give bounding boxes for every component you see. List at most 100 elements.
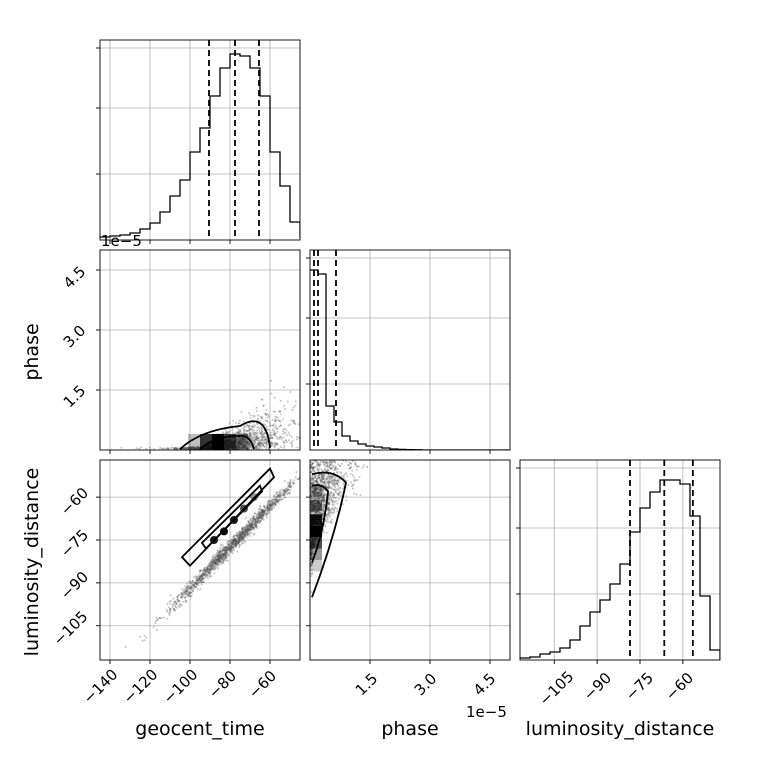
point (261, 511, 264, 514)
point (255, 444, 258, 447)
point (322, 477, 325, 480)
point (336, 447, 338, 449)
point (239, 531, 242, 534)
point (314, 475, 317, 478)
point (226, 547, 229, 550)
point (254, 441, 257, 444)
point (316, 455, 318, 457)
point (275, 415, 278, 418)
point (310, 572, 313, 575)
point (231, 542, 234, 545)
point (251, 526, 254, 529)
point (209, 569, 212, 572)
point (289, 484, 292, 487)
point (311, 467, 314, 470)
point (320, 512, 323, 515)
point (228, 540, 231, 543)
point (223, 553, 226, 556)
point (237, 438, 240, 441)
point (175, 606, 178, 609)
point (255, 409, 258, 412)
point (332, 512, 335, 515)
point (183, 448, 186, 450)
point (311, 456, 313, 458)
point (282, 492, 285, 495)
point (280, 494, 283, 497)
point (213, 560, 216, 563)
point (249, 526, 252, 529)
point (317, 474, 320, 477)
point (260, 511, 263, 514)
point (250, 525, 253, 528)
point (321, 461, 324, 464)
point (193, 447, 196, 450)
point (238, 445, 241, 448)
point (217, 560, 220, 563)
point (245, 534, 248, 537)
point (320, 453, 322, 455)
point (317, 494, 320, 497)
point (234, 541, 237, 544)
point (282, 404, 285, 407)
tick-label: −105 (536, 668, 578, 710)
point (318, 473, 321, 476)
point (266, 505, 269, 508)
point (323, 493, 326, 496)
point (231, 540, 234, 543)
point (310, 564, 313, 567)
point (218, 551, 221, 554)
point (277, 500, 280, 503)
point (273, 432, 276, 435)
point (310, 465, 313, 468)
point (228, 545, 231, 548)
point (267, 500, 270, 503)
point (183, 597, 186, 600)
point (240, 535, 243, 538)
x-ticks-phase: 1.5 3.0 4.5 (352, 670, 500, 700)
point (242, 446, 245, 449)
point (323, 481, 326, 484)
point (250, 526, 253, 529)
point (230, 546, 233, 549)
point (240, 534, 243, 537)
point (252, 430, 255, 433)
point (346, 457, 348, 459)
point (328, 509, 331, 512)
point (177, 599, 180, 602)
point (255, 438, 258, 441)
point (184, 587, 187, 590)
point (275, 501, 278, 504)
point (323, 474, 326, 477)
point (283, 494, 286, 497)
point (320, 496, 323, 499)
point (215, 562, 218, 565)
point (214, 562, 217, 565)
point (330, 497, 333, 500)
point (194, 585, 197, 588)
point (315, 453, 317, 455)
point (307, 446, 309, 448)
point (307, 471, 309, 473)
point (251, 521, 254, 524)
point (257, 439, 260, 442)
point (345, 479, 348, 482)
point (196, 580, 199, 583)
point (321, 516, 324, 519)
point (233, 536, 236, 539)
point (208, 568, 211, 571)
point (248, 441, 251, 444)
point (231, 539, 234, 542)
point (327, 486, 330, 489)
point (279, 436, 282, 439)
point (199, 576, 202, 579)
point (323, 494, 326, 497)
point (280, 491, 283, 494)
point (219, 556, 222, 559)
point (259, 513, 262, 516)
point (312, 481, 315, 484)
point (294, 400, 297, 403)
point (196, 580, 199, 583)
point (216, 559, 219, 562)
point (313, 488, 316, 491)
point (355, 465, 358, 468)
